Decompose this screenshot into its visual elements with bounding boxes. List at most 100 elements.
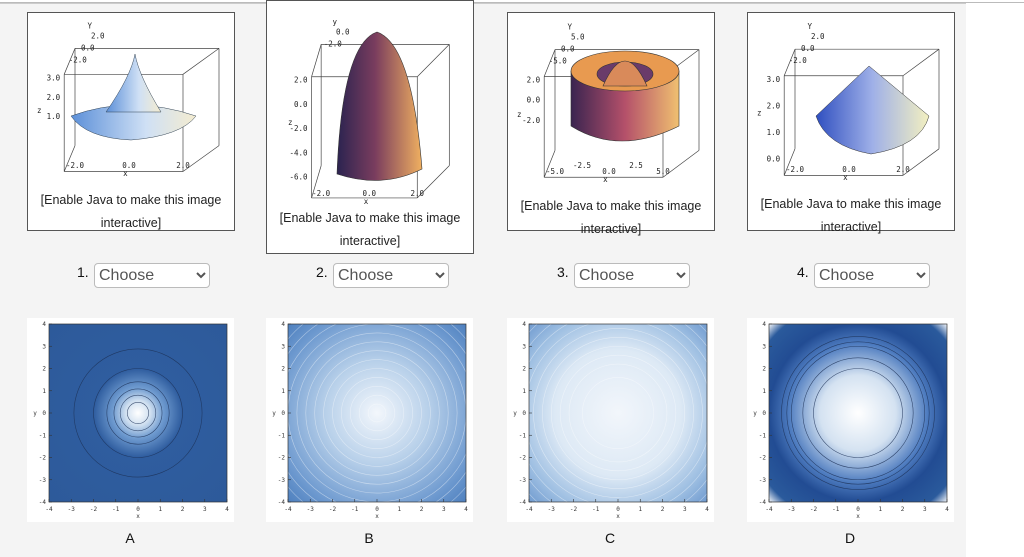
x-tick-label: 1 xyxy=(158,506,162,513)
y-tick-label: 2.0 xyxy=(91,31,105,40)
y-tick-label: 0 xyxy=(281,410,285,417)
y-tick-label: 1 xyxy=(522,388,526,395)
z-tick-label: 0.0 xyxy=(767,154,781,163)
contour-line xyxy=(106,381,170,445)
x-tick-label: 0.0 xyxy=(602,167,616,176)
caption: [Enable Java to make this image interact… xyxy=(279,211,461,248)
y-axis-label: y xyxy=(753,410,757,417)
y-tick-label: 2 xyxy=(522,366,526,373)
answer-select[interactable]: Choose xyxy=(333,263,449,288)
x-tick-label: 3 xyxy=(442,506,446,513)
box-edge xyxy=(311,44,322,77)
y-axis-label: Y xyxy=(808,22,813,31)
x-tick-label: 0 xyxy=(375,506,379,513)
x-tick-label: -2.0 xyxy=(312,189,331,198)
z-tick-label: 0.0 xyxy=(294,100,308,109)
y-tick-label: -1 xyxy=(519,432,527,439)
x-tick-label: 4 xyxy=(705,506,709,513)
y-tick-label: -3 xyxy=(759,477,767,484)
y-tick-label: -2 xyxy=(519,455,527,462)
y-axis-label: y xyxy=(333,17,338,26)
contour-image: -4 -4 -3 -3 -2 -2 -1 -1 0 0 1 1 2 2 3 3 4 4 x y xyxy=(747,318,954,522)
z-axis-label: z xyxy=(517,110,522,119)
x-tick-label: 2.0 xyxy=(896,165,910,174)
x-tick-label: -3 xyxy=(307,506,315,513)
box-edge xyxy=(63,145,76,172)
x-tick-label: -3 xyxy=(548,506,556,513)
y-tick-label: -2 xyxy=(278,455,286,462)
z-axis-label: z xyxy=(288,118,293,127)
x-tick-label: -3 xyxy=(68,506,76,513)
answer-select[interactable]: Choose xyxy=(574,263,690,288)
contour-line xyxy=(790,345,926,481)
contour-line xyxy=(73,348,203,478)
x-tick-label: 0 xyxy=(136,506,140,513)
y-tick-label: 3 xyxy=(762,343,766,350)
x-tick-label: -2.5 xyxy=(573,161,591,170)
contour-image: -4 -4 -3 -3 -2 -2 -1 -1 0 0 1 1 2 2 3 3 4 4 x y xyxy=(266,318,473,522)
y-tick-label: 4 xyxy=(42,321,46,328)
x-tick-label: -2.0 xyxy=(786,165,805,174)
contour-line xyxy=(559,354,677,472)
x-tick-label: -1 xyxy=(112,506,120,513)
y-tick-label: 1 xyxy=(762,388,766,395)
contour-line xyxy=(781,336,935,490)
y-tick-label: -4 xyxy=(519,499,527,506)
x-tick-label: -4 xyxy=(284,506,292,513)
y-tick-label: 2 xyxy=(42,366,46,373)
x-tick-label: 0 xyxy=(856,506,860,513)
z-tick-label: 3.0 xyxy=(47,73,61,82)
answer-select[interactable]: Choose xyxy=(814,263,930,288)
box-edge xyxy=(783,148,796,176)
x-tick-label: 3 xyxy=(923,506,927,513)
x-axis-label: x xyxy=(856,513,860,520)
box-edge xyxy=(182,145,220,172)
y-tick-label: -4 xyxy=(278,499,286,506)
x-tick-label: 2 xyxy=(661,506,665,513)
y-tick-label: 0.0 xyxy=(336,27,350,36)
divider xyxy=(0,2,1024,3)
contour-line xyxy=(813,368,903,458)
surface xyxy=(336,31,423,181)
x-tick-label: -4 xyxy=(765,506,773,513)
y-axis-label: y xyxy=(513,410,517,417)
contour-line xyxy=(323,359,431,467)
contour-line xyxy=(802,357,914,469)
surface xyxy=(105,53,162,113)
y-tick-label: 0.0 xyxy=(561,45,575,54)
z-axis-label: z xyxy=(37,106,42,115)
contour-plot: -4-4 -3 -3 -2 -2 -1 -1 0 0 1 1 2 2 3 3 4 4 x y xyxy=(33,321,229,520)
contour-line xyxy=(786,341,930,485)
x-tick-label: -2.0 xyxy=(66,161,85,170)
y-tick-label: -3 xyxy=(519,477,527,484)
y-tick-label: 4 xyxy=(281,321,285,328)
box-edge xyxy=(63,48,76,75)
box-edge xyxy=(902,48,940,77)
y-axis-label: y xyxy=(33,410,37,417)
y-axis-label: y xyxy=(272,410,276,417)
y-tick-label: 3 xyxy=(522,343,526,350)
y-tick-label: 0.0 xyxy=(801,44,815,53)
y-tick-label: -1 xyxy=(759,432,767,439)
contour-plot: -4-4 -3 -3 -2 -2 -1 -1 0 0 1 1 2 2 3 3 4 4 x y xyxy=(513,321,709,520)
y-tick-label: -1 xyxy=(39,432,47,439)
x-tick-label: -4 xyxy=(525,506,533,513)
y-tick-label: 0.0 xyxy=(81,43,95,52)
answer-select[interactable]: Choose xyxy=(94,263,210,288)
z-tick-label: -2.0 xyxy=(522,116,541,125)
y-tick-label: -2 xyxy=(39,455,47,462)
z-tick-label: 2.0 xyxy=(527,75,541,84)
box-edge xyxy=(543,150,556,178)
box-edge xyxy=(543,49,556,77)
x-axis-label: x xyxy=(843,173,848,182)
x-tick-label: 0.0 xyxy=(842,165,856,174)
z-tick-label: -4.0 xyxy=(289,148,308,157)
y-tick-label: 1 xyxy=(42,388,46,395)
x-tick-label: 3 xyxy=(203,506,207,513)
x-axis-label: x xyxy=(136,513,140,520)
x-tick-label: -4 xyxy=(45,506,53,513)
x-tick-label: 1 xyxy=(397,506,401,513)
x-tick-label: -1 xyxy=(351,506,359,513)
y-tick-label: -1 xyxy=(278,432,286,439)
